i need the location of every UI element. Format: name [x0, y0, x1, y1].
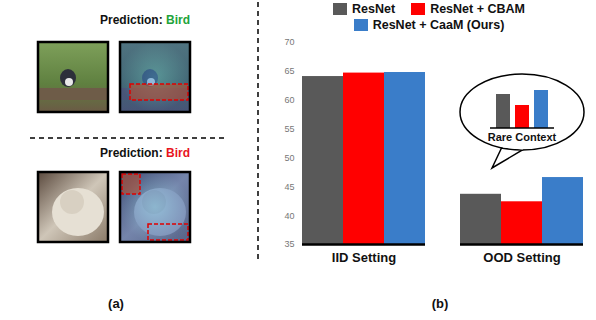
svg-text:65: 65 [284, 66, 294, 76]
svg-text:IID Setting: IID Setting [332, 250, 396, 265]
svg-text:40: 40 [284, 211, 294, 221]
svg-text:45: 45 [284, 182, 294, 192]
svg-text:(b): (b) [432, 296, 449, 311]
svg-text:Prediction: Bird: Prediction: Bird [100, 13, 190, 27]
html-text:ResNet: ResNet [352, 2, 396, 16]
svg-text:70: 70 [284, 37, 294, 47]
html-text:ResNet + CBAM: ResNet + CBAM [430, 2, 525, 16]
svg-text:35: 35 [284, 239, 294, 249]
svg-text:55: 55 [284, 124, 294, 134]
html-text:ResNet + CaaM (Ours): ResNet + CaaM (Ours) [372, 18, 505, 32]
svg-text:(a): (a) [108, 296, 124, 311]
svg-text:OOD Setting: OOD Setting [483, 250, 560, 265]
svg-text:60: 60 [284, 95, 294, 105]
svg-text:50: 50 [284, 153, 294, 163]
svg-text:Prediction: Bird: Prediction: Bird [100, 146, 190, 160]
svg-text:Rare Context: Rare Context [488, 131, 557, 143]
